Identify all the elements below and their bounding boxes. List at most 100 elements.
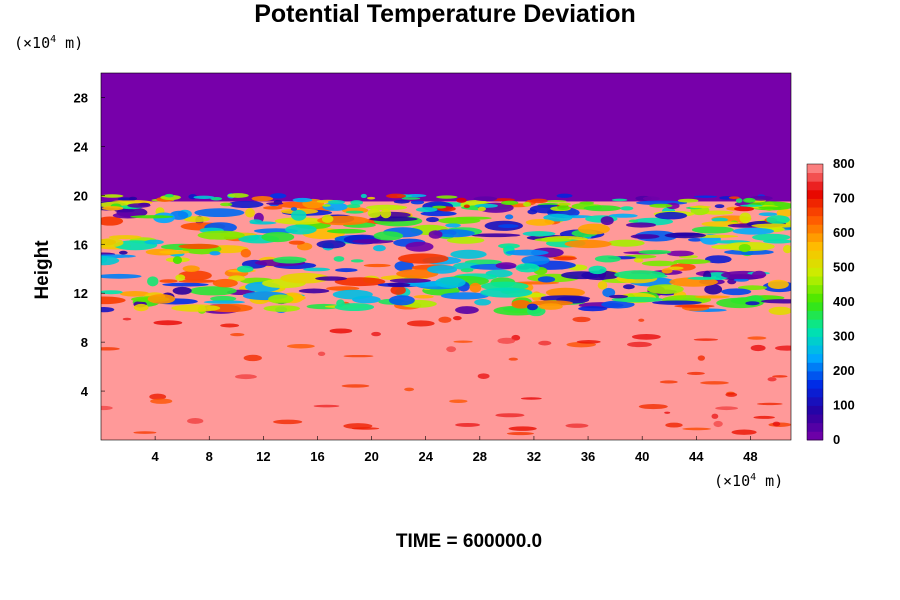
boundary-blob [611,198,628,202]
filament-blob [149,393,167,400]
turbulence-blob [763,239,791,244]
filament-blob [313,404,340,408]
turbulence-blob [529,300,574,306]
boundary-blob [290,207,298,211]
colorbar-swatch [807,293,823,303]
boundary-blob [649,203,673,208]
filament-blob [682,427,712,431]
filament-blob [638,403,668,410]
turbulence-blob [525,219,555,226]
turbulent-layer [101,193,791,436]
turbulence-blob [227,200,264,209]
turbulence-blob [433,229,475,238]
colorbar-swatch [807,302,823,312]
filament-blob [273,419,303,425]
turbulence-blob [577,223,610,235]
turbulence-blob [175,274,186,281]
turbulence-blob [101,290,123,295]
turbulence-blob [159,279,178,283]
turbulence-blob [526,303,538,311]
x-tick-label: 16 [310,449,324,464]
boundary-blob [740,204,763,207]
filament-blob [538,340,552,346]
colorbar-swatch [807,310,823,320]
turbulence-blob [687,276,720,280]
turbulence-blob [159,250,190,255]
x-tick-label: 32 [527,449,541,464]
filament-blob [453,340,473,343]
filament-blob [477,373,490,379]
boundary-blob [728,196,740,200]
turbulence-blob [350,259,364,263]
turbulence-blob [460,268,474,273]
turbulence-blob [333,256,345,262]
colorbar-tick-label: 500 [833,260,855,275]
boundary-blob [642,196,660,201]
colorbar-swatch [807,172,823,182]
boundary-blob [735,198,743,203]
turbulence-blob [188,286,237,296]
turbulence-blob [367,208,381,218]
boundary-blob [346,204,361,209]
turbulence-blob [733,278,749,282]
turbulence-blob [263,305,301,312]
filament-blob [713,420,723,428]
turbulence-blob [560,271,602,280]
boundary-blob [393,199,410,204]
boundary-blob [677,198,699,203]
turbulence-blob [654,211,688,220]
boundary-blob [270,193,287,199]
turbulence-blob [630,234,660,239]
turbulence-blob [172,256,183,264]
turbulence-blob [607,239,645,247]
filament-blob [508,357,519,361]
filament-blob [772,421,781,427]
colorbar-tick-label: 300 [833,329,855,344]
turbulence-blob [752,270,766,279]
boundary-blob [557,205,570,211]
turbulence-blob [108,235,142,240]
boundary-blob [620,206,634,211]
colorbar-swatch [807,336,823,346]
turbulence-blob [288,240,305,245]
turbulence-blob [450,249,487,259]
filament-blob [406,320,435,327]
filament-blob [747,336,767,340]
plot-area [101,73,791,440]
turbulence-blob [273,256,307,264]
y-tick-label: 4 [81,384,89,399]
turbulence-blob [455,306,479,314]
turbulence-blob [674,304,715,308]
colorbar-tick-label: 700 [833,191,855,206]
turbulence-blob [776,208,791,218]
boundary-blob [251,196,274,202]
boundary-blob [492,198,515,202]
turbulence-blob [752,233,791,241]
y-axis: 4 8 12 16 20 24 28 [74,90,105,399]
filament-blob [750,344,766,352]
turbulence-blob [553,256,577,261]
filament-blob [767,377,777,382]
turbulence-blob [203,300,246,304]
turbulence-blob [664,232,707,239]
boundary-blob [220,202,233,207]
x-tick-label: 44 [689,449,704,464]
filament-blob [572,316,591,323]
colorbar-swatch [807,388,823,398]
turbulence-blob [183,216,210,223]
turbulence-blob [405,241,434,252]
turbulence-blob [326,286,360,291]
turbulence-blob [298,288,330,294]
turbulence-blob [334,303,375,312]
turbulence-blob [768,306,791,315]
turbulence-blob [751,223,791,228]
turbulence-blob [538,303,563,310]
filament-blob [122,317,132,321]
y-tick-label: 24 [74,139,89,154]
turbulence-blob [389,278,431,283]
boundary-blob [432,205,447,209]
colorbar-swatch [807,431,823,441]
turbulence-blob [641,260,678,267]
filament-blob [631,333,661,340]
colorbar-swatch [807,207,823,217]
